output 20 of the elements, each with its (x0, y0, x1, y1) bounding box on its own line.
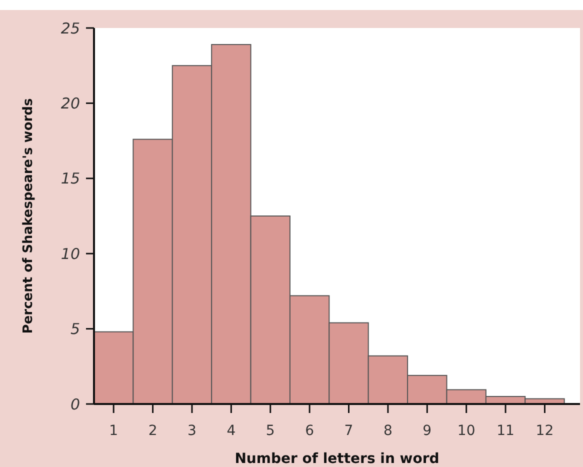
x-tick-label: 4 (226, 423, 236, 439)
y-tick-label: 25 (60, 19, 80, 38)
x-tick-label: 2 (148, 423, 158, 439)
x-tick-label: 8 (383, 423, 392, 439)
x-axis-title: Number of letters in word (234, 451, 440, 467)
x-tick-label: 3 (188, 423, 196, 439)
y-tick-label: 0 (70, 395, 80, 414)
x-tick-label: 5 (266, 423, 275, 439)
x-tick-label: 10 (457, 423, 476, 439)
y-axis-title: Percent of Shakespeare's words (21, 98, 36, 334)
x-tick-label: 9 (422, 423, 432, 439)
y-tick-label: 20 (60, 94, 80, 112)
x-tick-label: 7 (344, 423, 354, 439)
x-tick-label: 6 (305, 423, 314, 439)
y-tick-label: 10 (60, 244, 80, 263)
y-tick-label: 15 (60, 170, 80, 188)
x-tick-label: 12 (536, 423, 554, 439)
x-tick-label: 11 (496, 423, 514, 439)
x-tick-label: 1 (109, 423, 118, 439)
y-tick-label: 5 (70, 320, 80, 338)
